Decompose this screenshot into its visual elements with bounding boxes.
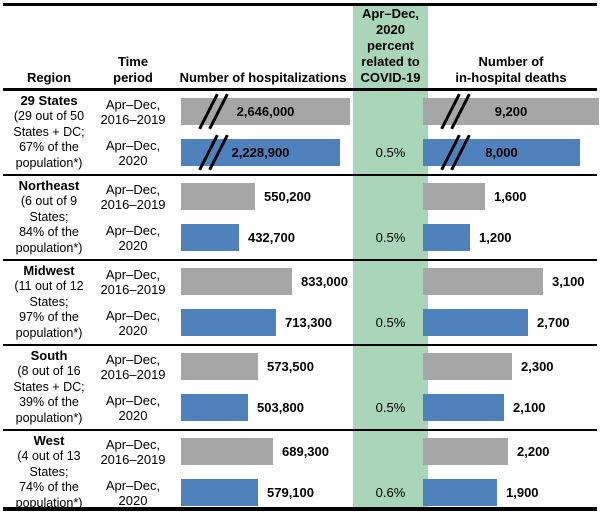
covid-column-band — [353, 3, 428, 509]
time-period-label-2016-2019: Apr–Dec, 2016–2019 — [100, 267, 166, 297]
bar-value-label: 713,300 — [285, 315, 332, 330]
region-name: South — [30, 348, 68, 363]
section-29-states: 29 States (29 out of 50 States + DC; 67%… — [0, 91, 600, 174]
bar-value-label: 1,900 — [506, 485, 539, 500]
region-note: (29 out of 50 States + DC; 67% of the po… — [13, 109, 85, 170]
covid-percent-value: 0.5% — [375, 145, 406, 160]
column-header-region: Region — [26, 70, 72, 85]
deaths-bar-2016-2019: 2,300 — [423, 353, 554, 380]
bar-value-label: 689,300 — [282, 444, 329, 459]
column-header-hospitalizations: Number of hospitalizations — [179, 70, 347, 85]
bar-value-label: 2,100 — [513, 400, 546, 415]
bar-value-label: 3,100 — [552, 274, 585, 289]
section-south: South (8 out of 16 States + DC; 39% of t… — [0, 346, 600, 429]
hospitalizations-bar-2016-2019: 550,200 — [181, 183, 311, 210]
covid-percent-value: 0.5% — [375, 400, 406, 415]
header-rule — [3, 88, 597, 91]
time-period-label-2020: Apr–Dec, 2020 — [105, 478, 161, 508]
region-name: Midwest — [23, 263, 75, 278]
bar-value-label: 503,800 — [257, 400, 304, 415]
time-period-label-2020: Apr–Dec, 2020 — [105, 308, 161, 338]
hospitalizations-bar-2020: 503,800 — [181, 394, 304, 421]
bottom-rule — [3, 507, 597, 511]
bar-value-label: 2,300 — [521, 359, 554, 374]
time-period-label-2016-2019: Apr–Dec, 2016–2019 — [100, 182, 166, 212]
bar-value-label: 2,646,000 — [236, 104, 295, 119]
section-divider — [3, 259, 597, 261]
bar-value-label: 579,100 — [267, 485, 314, 500]
bar-value-label: 1,600 — [494, 189, 527, 204]
bar-value-label: 8,000 — [485, 145, 518, 160]
bar-value-label: 573,500 — [267, 359, 314, 374]
bar-value-label: 432,700 — [248, 230, 295, 245]
covid-percent-value: 0.5% — [375, 315, 406, 330]
section-divider — [3, 174, 597, 176]
region-cell: Northeast (6 out of 9 States; 84% of the… — [4, 178, 94, 256]
covid-percent-value: 0.5% — [375, 230, 406, 245]
hospitalizations-bar-2020: 2,228,900 — [181, 134, 340, 171]
deaths-bar-2016-2019: 1,600 — [423, 183, 527, 210]
time-period-label-2020: Apr–Dec, 2020 — [105, 223, 161, 253]
hospitalizations-bar-2016-2019: 833,000 — [181, 268, 348, 295]
bar-value-label: 1,200 — [479, 230, 512, 245]
bar-value-label: 9,200 — [494, 104, 528, 119]
region-note: (8 out of 16 States + DC; 39% of the pop… — [13, 364, 85, 425]
bar-value-label: 2,700 — [537, 315, 570, 330]
hospitalizations-bar-2016-2019: 689,300 — [181, 438, 329, 465]
section-west: West (4 out of 13 States; 74% of the pop… — [0, 431, 600, 510]
deaths-bar-2016-2019: 2,200 — [423, 438, 550, 465]
hospitalizations-bar-2020: 579,100 — [181, 479, 314, 506]
region-cell: South (8 out of 16 States + DC; 39% of t… — [4, 348, 94, 426]
column-header-deaths: Number of in-hospital deaths — [455, 54, 567, 85]
covid-percent-value: 0.6% — [375, 485, 406, 500]
region-note: (11 out of 12 States; 97% of the populat… — [14, 279, 84, 340]
deaths-bar-2016-2019: 3,100 — [423, 268, 585, 295]
time-period-label-2016-2019: Apr–Dec, 2016–2019 — [100, 437, 166, 467]
time-period-label-2020: Apr–Dec, 2020 — [105, 138, 161, 168]
time-period-label-2016-2019: Apr–Dec, 2016–2019 — [100, 97, 166, 127]
time-period-label-2016-2019: Apr–Dec, 2016–2019 — [100, 352, 166, 382]
section-midwest: Midwest (11 out of 12 States; 97% of the… — [0, 261, 600, 344]
deaths-bar-2020: 8,000 — [423, 134, 580, 171]
region-cell: Midwest (11 out of 12 States; 97% of the… — [4, 263, 94, 341]
region-note: (4 out of 13 States; 74% of the populati… — [15, 449, 83, 510]
region-name: Northeast — [18, 178, 80, 193]
bar-value-label: 2,228,900 — [231, 145, 290, 160]
column-header-time-period: Time period — [113, 54, 153, 85]
hospitalizations-bar-2016-2019: 2,646,000 — [181, 93, 350, 130]
region-name: 29 States — [20, 93, 78, 108]
section-divider — [3, 429, 597, 431]
section-northeast: Northeast (6 out of 9 States; 84% of the… — [0, 176, 600, 259]
section-divider — [3, 344, 597, 346]
hospitalizations-bar-2016-2019: 573,500 — [181, 353, 314, 380]
region-note: (6 out of 9 States; 84% of the populatio… — [15, 194, 83, 255]
deaths-bar-2020: 2,700 — [423, 309, 570, 336]
deaths-bar-2020: 2,100 — [423, 394, 546, 421]
deaths-bar-2020: 1,200 — [423, 224, 512, 251]
bar-value-label: 833,000 — [301, 274, 348, 289]
column-header-covid-percent: Apr–Dec, 2020 percent related to COVID-1… — [360, 6, 421, 85]
deaths-bar-2016-2019: 9,200 — [423, 93, 599, 130]
hospitalizations-bar-2020: 432,700 — [181, 224, 295, 251]
top-rule — [3, 3, 597, 6]
deaths-bar-2020: 1,900 — [423, 479, 539, 506]
region-cell: 29 States (29 out of 50 States + DC; 67%… — [4, 93, 94, 171]
bar-value-label: 550,200 — [264, 189, 311, 204]
time-period-label-2020: Apr–Dec, 2020 — [105, 393, 161, 423]
region-cell: West (4 out of 13 States; 74% of the pop… — [4, 433, 94, 511]
bar-value-label: 2,200 — [517, 444, 550, 459]
hospitalizations-bar-2020: 713,300 — [181, 309, 332, 336]
region-name: West — [33, 433, 65, 448]
